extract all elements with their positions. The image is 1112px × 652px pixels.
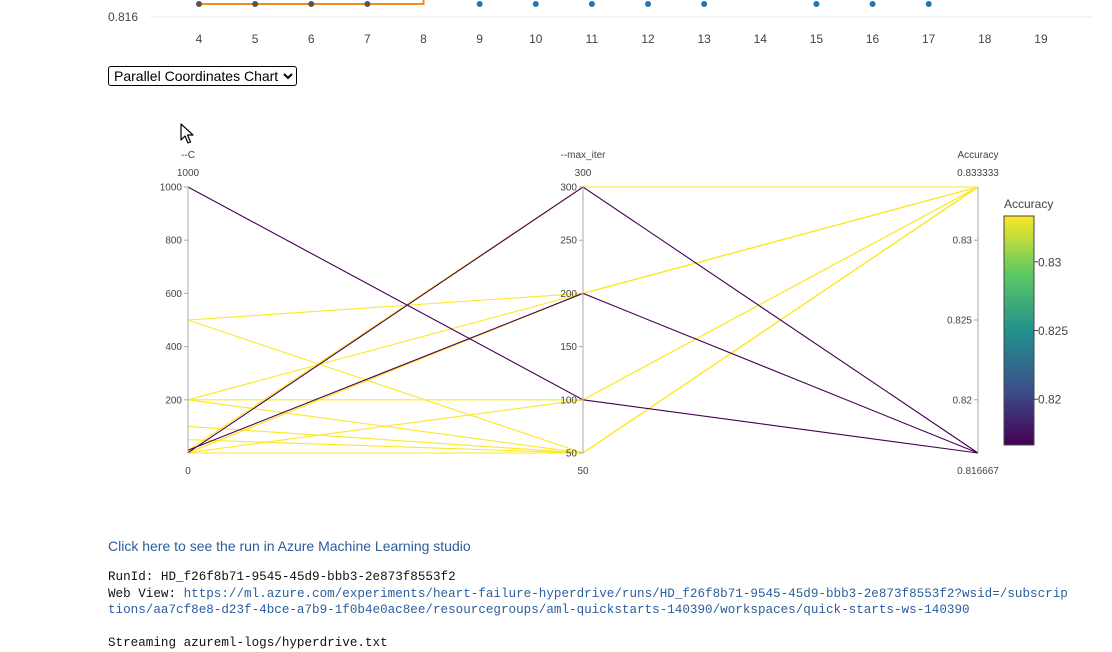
mouse-cursor-icon [180, 123, 194, 144]
pc-axis-tick-label: 300 [560, 183, 577, 194]
previous-chart-x-tick: 13 [697, 32, 711, 46]
previous-chart-point [476, 1, 483, 7]
previous-chart-point [308, 1, 315, 7]
run-id-value: HD_f26f8b71-9545-45d9-bbb3-2e873f8553f2 [160, 570, 456, 584]
colorbar-title: Accuracy [1004, 197, 1053, 211]
pc-axis-bottom-value: 0.816667 [957, 466, 999, 477]
streaming-log-line: Streaming azureml-logs/hyperdrive.txt [108, 636, 388, 650]
previous-chart-x-tick: 15 [810, 32, 824, 46]
previous-chart-x-tick: 10 [529, 32, 543, 46]
pc-axis-top-value: 1000 [177, 168, 200, 179]
pc-axis-tick-label: 50 [566, 449, 578, 460]
previous-chart-point [813, 1, 820, 7]
previous-chart-x-tick: 5 [252, 32, 259, 46]
pc-axis-tick-label: 0.83 [953, 236, 973, 247]
previous-chart-orange-line [199, 0, 425, 5]
previous-chart-point [588, 1, 595, 7]
pc-axis[interactable]: Accuracy 0.833333 0.816667 0.83 0.825 0.82 [947, 150, 999, 477]
previous-chart-x-tick: 17 [922, 32, 936, 46]
previous-chart-x-tick: 12 [641, 32, 655, 46]
previous-chart-point [645, 1, 652, 7]
pc-axis-tick-label: 200 [165, 395, 182, 406]
pc-axis-tick-label: 400 [165, 342, 182, 353]
web-view-url-link[interactable]: https://ml.azure.com/experiments/heart-f… [183, 586, 1068, 601]
previous-chart-point [869, 1, 876, 7]
pc-axis-tick-label: 800 [165, 236, 182, 247]
run-log-output: RunId: HD_f26f8b71-9545-45d9-bbb3-2e873f… [108, 569, 1098, 652]
pc-axis-tick-label: 200 [560, 289, 577, 300]
previous-chart-x-tick: 6 [308, 32, 315, 46]
previous-chart-point [364, 1, 371, 7]
pc-axis-tick-label: 100 [560, 395, 577, 406]
chart-type-selector-wrap: Parallel Coordinates Chart [108, 66, 297, 86]
pc-axis-title: --max_iter [560, 150, 606, 161]
chart-type-select[interactable]: Parallel Coordinates Chart [108, 66, 297, 86]
previous-chart-x-tick: 11 [586, 32, 599, 46]
web-view-label: Web View: [108, 586, 184, 601]
pc-axis-tick-label: 150 [560, 342, 577, 353]
previous-chart-y-tick: 0.816 [108, 10, 138, 24]
pc-axis-tick-label: 1000 [160, 183, 183, 194]
web-view-url-link-continued[interactable]: tions/aa7cf8e8-d23f-4bce-a7b9-1f0b4e0ac8… [108, 603, 970, 617]
run-id-label: RunId: [108, 570, 161, 584]
pc-axis-bottom-value: 50 [577, 466, 589, 477]
previous-chart-x-tick: 7 [364, 32, 371, 46]
pc-axis[interactable]: --C 1000 0 1000 800 600 400 200 [160, 150, 200, 477]
previous-chart-x-tick: 18 [978, 32, 992, 46]
pc-axis-top-value: 0.833333 [957, 168, 999, 179]
previous-chart-point [532, 1, 539, 7]
pc-axis-tick-label: 600 [165, 289, 182, 300]
pc-axis-bottom-value: 0 [185, 466, 191, 477]
previous-chart-x-tick: 14 [754, 32, 768, 46]
colorbar-ticks: 0.83 0.825 0.82 [1034, 255, 1068, 407]
previous-chart-point [701, 1, 708, 7]
pc-axis[interactable]: --max_iter 300 50 300 250 200 150 100 50 [560, 150, 606, 477]
pc-axis-tick-label: 0.825 [947, 316, 972, 327]
previous-chart-point [252, 1, 259, 7]
previous-chart-x-tick: 16 [866, 32, 880, 46]
previous-chart-x-tick: 9 [476, 32, 483, 46]
previous-chart-x-tick: 4 [196, 32, 203, 46]
azure-ml-studio-link[interactable]: Click here to see the run in Azure Machi… [108, 538, 471, 554]
pc-axis-top-value: 300 [575, 168, 592, 179]
pc-axis-tick-label: 0.82 [953, 395, 973, 406]
colorbar-tick-label: 0.82 [1038, 393, 1062, 407]
pc-axis-title: Accuracy [957, 150, 998, 161]
pc-axis-tick-label: 250 [560, 236, 577, 247]
previous-chart-point [196, 1, 202, 7]
previous-chart-point [925, 1, 932, 7]
previous-chart-x-ticks: 4 5 6 7 8 9 10 11 12 13 14 15 16 17 18 19 [196, 32, 1048, 46]
pc-axes: --C 1000 0 1000 800 600 400 200 --max_iter 300 50 3… [160, 150, 1000, 477]
colorbar-gradient [1003, 215, 1035, 446]
accuracy-colorbar: Accuracy 0.83 0.825 0.82 [1003, 197, 1068, 446]
colorbar-tick-label: 0.825 [1038, 324, 1068, 338]
previous-chart-series [196, 0, 932, 7]
pc-axis-title: --C [181, 150, 195, 161]
previous-chart-strip: 0.816 4 5 6 7 8 9 10 11 12 13 14 15 16 17 18 19 [108, 0, 1092, 46]
colorbar-tick-label: 0.83 [1038, 255, 1062, 269]
previous-chart-x-tick: 19 [1034, 32, 1048, 46]
previous-chart-x-tick: 8 [420, 32, 427, 46]
